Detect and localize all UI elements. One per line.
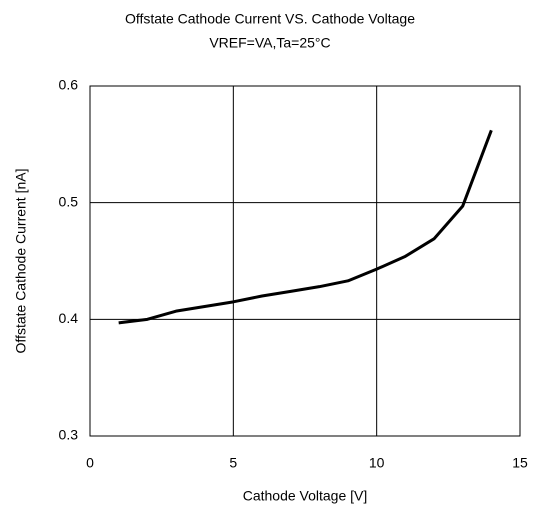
x-tick-label: 0 [86, 455, 94, 471]
x-tick-label: 15 [512, 455, 528, 471]
data-line [118, 129, 493, 325]
y-tick-label: 0.4 [59, 310, 79, 326]
x-axis-title: Cathode Voltage [V] [243, 488, 368, 504]
chart-title: Offstate Cathode Current VS. Cathode Vol… [125, 11, 415, 27]
y-axis-title: Offstate Cathode Current [nA] [13, 169, 29, 354]
y-tick-label: 0.3 [59, 427, 79, 443]
chart-subtitle: VREF=VA,Ta=25°C [209, 35, 330, 51]
x-tick-label: 10 [369, 455, 385, 471]
plot-frame [89, 85, 521, 437]
x-tick-label: 5 [229, 455, 237, 471]
y-tick-label: 0.6 [59, 77, 79, 93]
y-tick-label: 0.5 [59, 193, 79, 209]
